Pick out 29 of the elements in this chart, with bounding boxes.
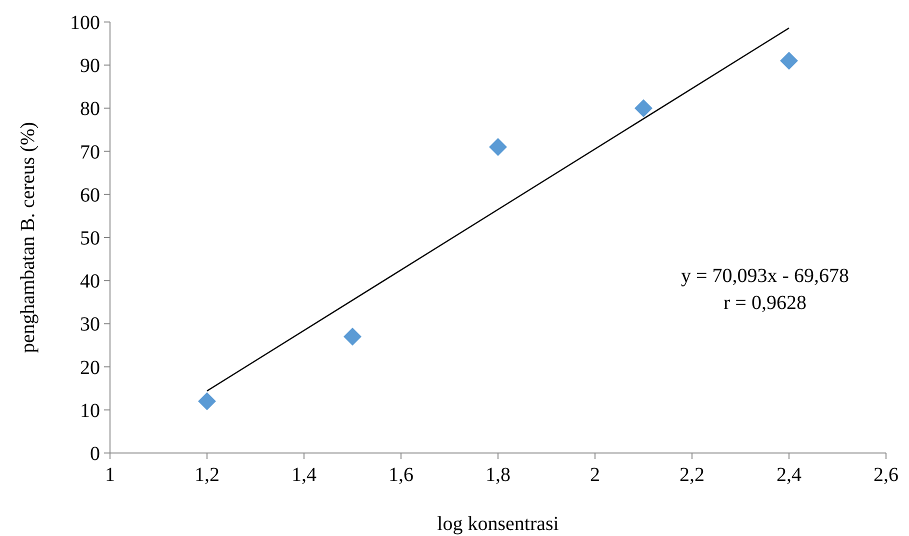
x-tick-label: 2 xyxy=(590,464,600,486)
x-tick-label: 2,4 xyxy=(776,464,802,486)
point xyxy=(780,52,798,70)
point xyxy=(489,138,507,156)
x-tick-label: 2,2 xyxy=(680,464,704,486)
annotation: r = 0,9628 xyxy=(724,292,806,314)
x-tick-label: 1,2 xyxy=(194,464,220,486)
y-tick-label: 30 xyxy=(80,314,100,336)
y-tick-label: 40 xyxy=(80,270,100,293)
y-tick-label: 100 xyxy=(70,12,100,34)
point xyxy=(198,392,216,410)
x-tick-label: 1 xyxy=(105,464,115,486)
y-tick-label: 90 xyxy=(80,55,100,78)
y-tick-label: 0 xyxy=(90,443,100,465)
y-tick-label: 50 xyxy=(80,228,100,250)
x-tick-label: 2,6 xyxy=(874,464,898,486)
x-tick-label: 1,4 xyxy=(292,464,316,486)
y-tick-label: 70 xyxy=(80,141,100,164)
x-tick-label: 1,8 xyxy=(486,464,510,486)
x-axis-title: log konsentrasi xyxy=(437,513,560,535)
y-tick-label: 60 xyxy=(80,184,100,206)
x-tick-label: 1,6 xyxy=(388,464,414,486)
y-tick-label: 10 xyxy=(80,400,100,422)
point xyxy=(344,328,362,346)
point xyxy=(634,99,652,118)
y-tick-label: 20 xyxy=(80,356,100,379)
y-axis-title: penghambatan B. cereus (%) xyxy=(17,122,39,354)
annotation: y = 70,093x - 69,678 xyxy=(681,265,849,287)
y-tick-label: 80 xyxy=(80,98,100,120)
